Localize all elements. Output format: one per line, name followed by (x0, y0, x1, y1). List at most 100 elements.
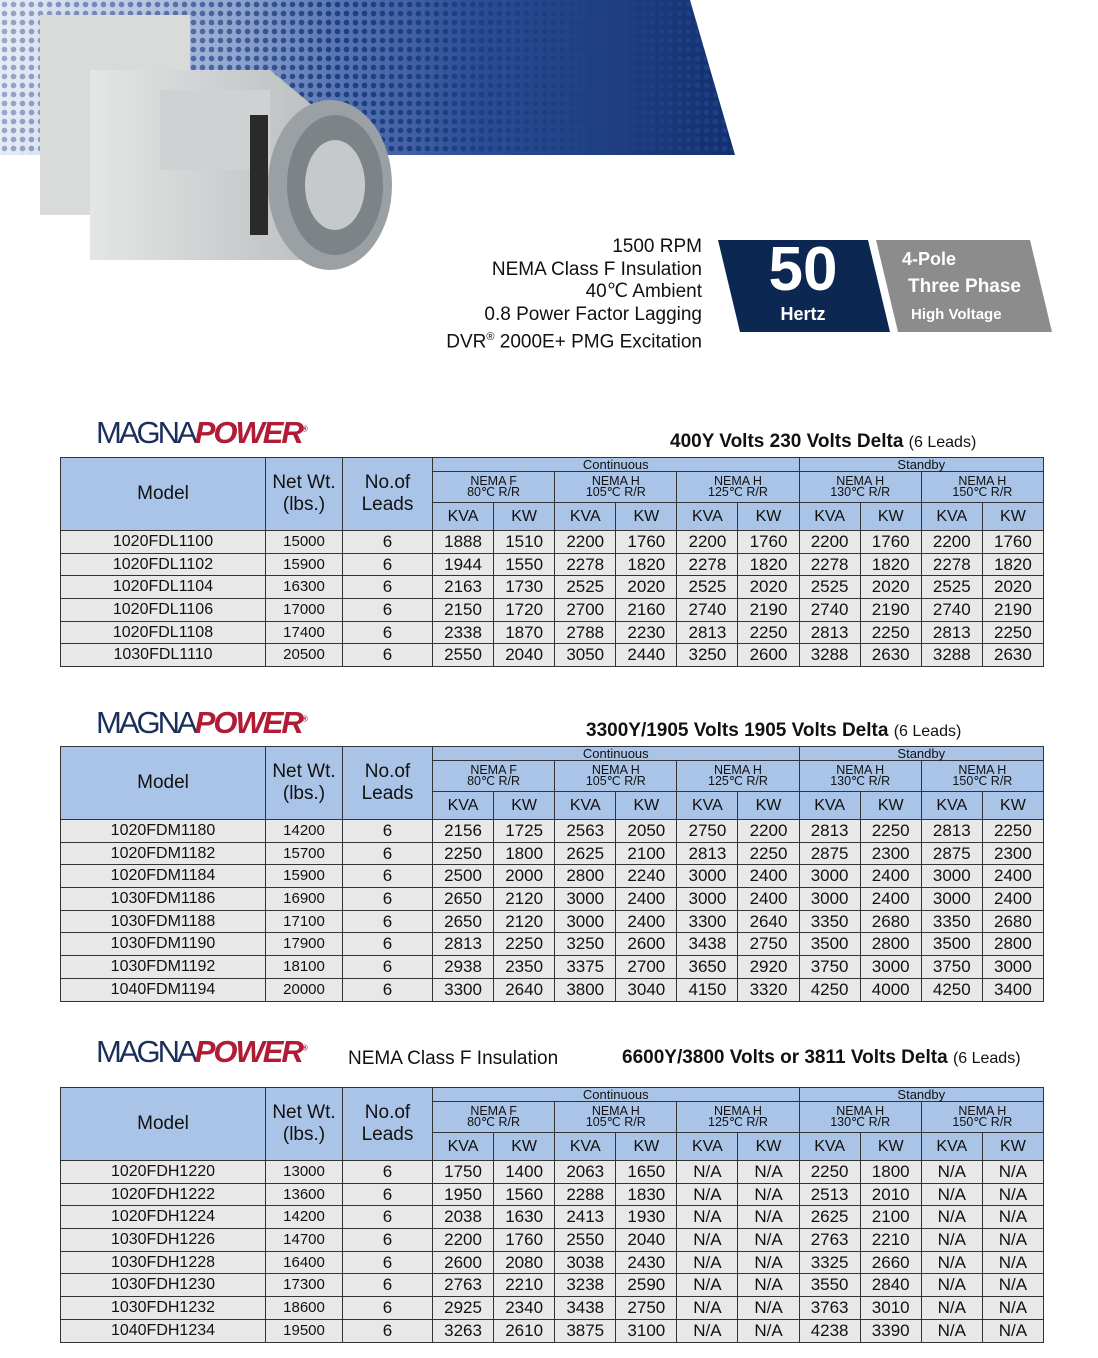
rating-cell: 2600 (737, 643, 800, 668)
rating-cell: 2278 (798, 552, 861, 577)
rating-cell: 3550 (798, 1273, 861, 1298)
rating-cell: 2250 (737, 620, 800, 645)
rating-cell: 2250 (431, 841, 495, 866)
rating-cell: N/A (920, 1205, 983, 1230)
rating-cell: 2020 (859, 575, 922, 600)
rating-cell: 2250 (798, 1160, 861, 1184)
spec-line: 0.8 Power Factor Lagging (484, 303, 702, 325)
spec-line: 1500 RPM (612, 236, 702, 257)
leads-cell: 6 (342, 1250, 433, 1275)
rating-cell: 2640 (493, 977, 556, 1002)
model-cell: 1030FDM1192 (60, 955, 266, 979)
col-net-wt: Net Wt. (lbs.) (265, 746, 343, 820)
rating-cell: 2630 (859, 643, 922, 668)
rating-cell: 2020 (615, 575, 678, 600)
rating-cell: N/A (676, 1205, 739, 1230)
kw-header: KW (981, 791, 1045, 820)
model-cell: 1020FDM1184 (60, 864, 266, 889)
rating-cell: 2063 (554, 1160, 617, 1184)
table-row: 1030FDM1192 18100 6 2938 2350 3375 2700 3650 292… (60, 955, 1045, 979)
kw-header: KW (737, 791, 800, 820)
weight-cell: 20500 (265, 643, 343, 668)
rating-cell: 2440 (615, 643, 678, 668)
rating-cell: 3040 (615, 977, 678, 1002)
rating-cell: 3500 (920, 932, 983, 957)
model-cell: 1040FDM1194 (60, 977, 266, 1002)
rating-cell: 2500 (431, 864, 495, 889)
rating-header: NEMA H 105℃ R/R (554, 1101, 678, 1133)
table-row: 1020FDM1184 15900 6 2500 2000 2800 2240 3000 240… (60, 864, 1045, 889)
model-cell: 1020FDH1220 (60, 1160, 266, 1184)
rating-cell: 3400 (981, 977, 1045, 1002)
weight-cell: 15700 (265, 841, 343, 866)
kva-header: KVA (431, 502, 495, 531)
phase-label: Three Phase (908, 276, 1021, 297)
kw-header: KW (981, 502, 1045, 531)
leads-cell: 6 (342, 909, 433, 934)
rating-cell: 1760 (615, 530, 678, 554)
rating-cell: 2400 (859, 887, 922, 911)
rating-header: NEMA H 130℃ R/R (798, 760, 922, 792)
table-row: 1030FDM1188 17100 6 2650 2120 3000 2400 3300 264… (60, 909, 1045, 934)
rating-cell: 3000 (920, 864, 983, 889)
rating-cell: N/A (981, 1205, 1045, 1230)
rating-cell: 3875 (554, 1318, 617, 1343)
table-row: 1020FDL1102 15900 6 1944 1550 2278 1820 2278 182… (60, 552, 1045, 577)
leads-cell: 6 (342, 1228, 433, 1252)
rating-cell: 2625 (554, 841, 617, 866)
weight-cell: 14200 (265, 819, 343, 843)
section-subtitle: NEMA Class F Insulation (348, 1048, 559, 1069)
rating-header: NEMA F 80℃ R/R (431, 760, 556, 792)
kva-header: KVA (554, 1132, 617, 1161)
rating-cell: N/A (981, 1228, 1045, 1252)
rating-cell: 3350 (798, 909, 861, 934)
rating-cell: 2813 (920, 620, 983, 645)
col-leads: No.of Leads (342, 746, 433, 820)
rating-cell: 2750 (615, 1296, 678, 1320)
rating-cell: 2010 (859, 1182, 922, 1207)
rating-cell: 2120 (493, 909, 556, 934)
rating-cell: 2210 (493, 1273, 556, 1298)
weight-cell: 15000 (265, 530, 343, 554)
leads-cell: 6 (342, 1273, 433, 1298)
rating-cell: 1630 (493, 1205, 556, 1230)
rating-cell: N/A (676, 1250, 739, 1275)
col-net-wt: Net Wt. (lbs.) (265, 1087, 343, 1161)
rating-cell: 1760 (859, 530, 922, 554)
rating-cell: 1800 (493, 841, 556, 866)
rating-cell: 2800 (981, 932, 1045, 957)
rating-cell: 1750 (431, 1160, 495, 1184)
rating-cell: 3438 (676, 932, 739, 957)
model-cell: 1020FDH1222 (60, 1182, 266, 1207)
rating-cell: 3800 (554, 977, 617, 1002)
group-standby: Standby (798, 457, 1045, 472)
leads-cell: 6 (342, 955, 433, 979)
kva-header: KVA (676, 502, 739, 531)
group-continuous: Continuous (432, 746, 800, 761)
rating-cell: 3288 (920, 643, 983, 668)
kw-header: KW (859, 502, 922, 531)
rating-cell: 2813 (798, 620, 861, 645)
rating-cell: 1510 (493, 530, 556, 554)
rating-cell: N/A (981, 1273, 1045, 1298)
rating-cell: N/A (981, 1182, 1045, 1207)
rating-cell: 2700 (554, 598, 617, 622)
kva-header: KVA (798, 791, 861, 820)
leads-cell: 6 (342, 643, 433, 668)
weight-cell: 15900 (265, 552, 343, 577)
hertz-unit: Hertz (780, 304, 826, 324)
rating-cell: 1820 (615, 552, 678, 577)
weight-cell: 17400 (265, 620, 343, 645)
kva-header: KVA (798, 1132, 861, 1161)
rating-cell: 2800 (554, 864, 617, 889)
model-cell: 1020FDL1106 (60, 598, 266, 622)
ratings-table: Model Net Wt. (lbs.) No.of Leads Continuou… (60, 746, 1045, 1002)
voltage-title: 3300Y/1905 Volts 1905 Volts Delta (6 Lea… (586, 720, 962, 741)
rating-header: NEMA H 130℃ R/R (798, 471, 922, 503)
rating-cell: 2413 (554, 1205, 617, 1230)
kw-header: KW (859, 1132, 922, 1161)
rating-cell: 2925 (431, 1296, 495, 1320)
rating-cell: 1820 (737, 552, 800, 577)
kva-header: KVA (920, 791, 983, 820)
rating-cell: 2610 (493, 1318, 556, 1343)
